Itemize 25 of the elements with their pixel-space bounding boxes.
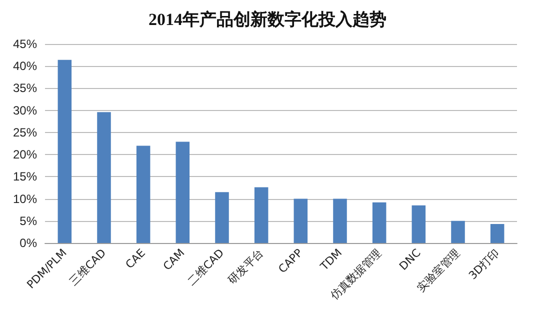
- bar: [372, 202, 386, 243]
- y-tick-label: 35%: [12, 81, 38, 96]
- bar: [97, 112, 111, 243]
- y-tick-label: 30%: [12, 103, 38, 118]
- y-tick-label: 20%: [12, 148, 38, 162]
- bar: [490, 224, 504, 243]
- y-tick-label: 10%: [12, 192, 38, 206]
- x-tick-label: 3D打印: [466, 246, 502, 282]
- y-tick-label: 45%: [12, 37, 38, 51]
- y-tick-label: 15%: [12, 170, 38, 184]
- bar: [412, 205, 426, 243]
- bar: [254, 187, 268, 243]
- y-tick-label: 0%: [20, 236, 38, 250]
- bar: [451, 220, 465, 243]
- bar: [58, 60, 72, 243]
- bar: [176, 142, 190, 243]
- bar: [333, 198, 347, 243]
- bar: [294, 198, 308, 243]
- y-tick-label: 40%: [12, 59, 38, 74]
- bar: [136, 146, 150, 243]
- y-tick-label: 5%: [20, 214, 38, 228]
- bar: [215, 192, 229, 243]
- x-tick-label: 研发平台: [226, 246, 266, 287]
- chart-title: 2014年产品创新数字化投入趋势: [148, 10, 386, 29]
- y-tick-label: 25%: [12, 125, 38, 140]
